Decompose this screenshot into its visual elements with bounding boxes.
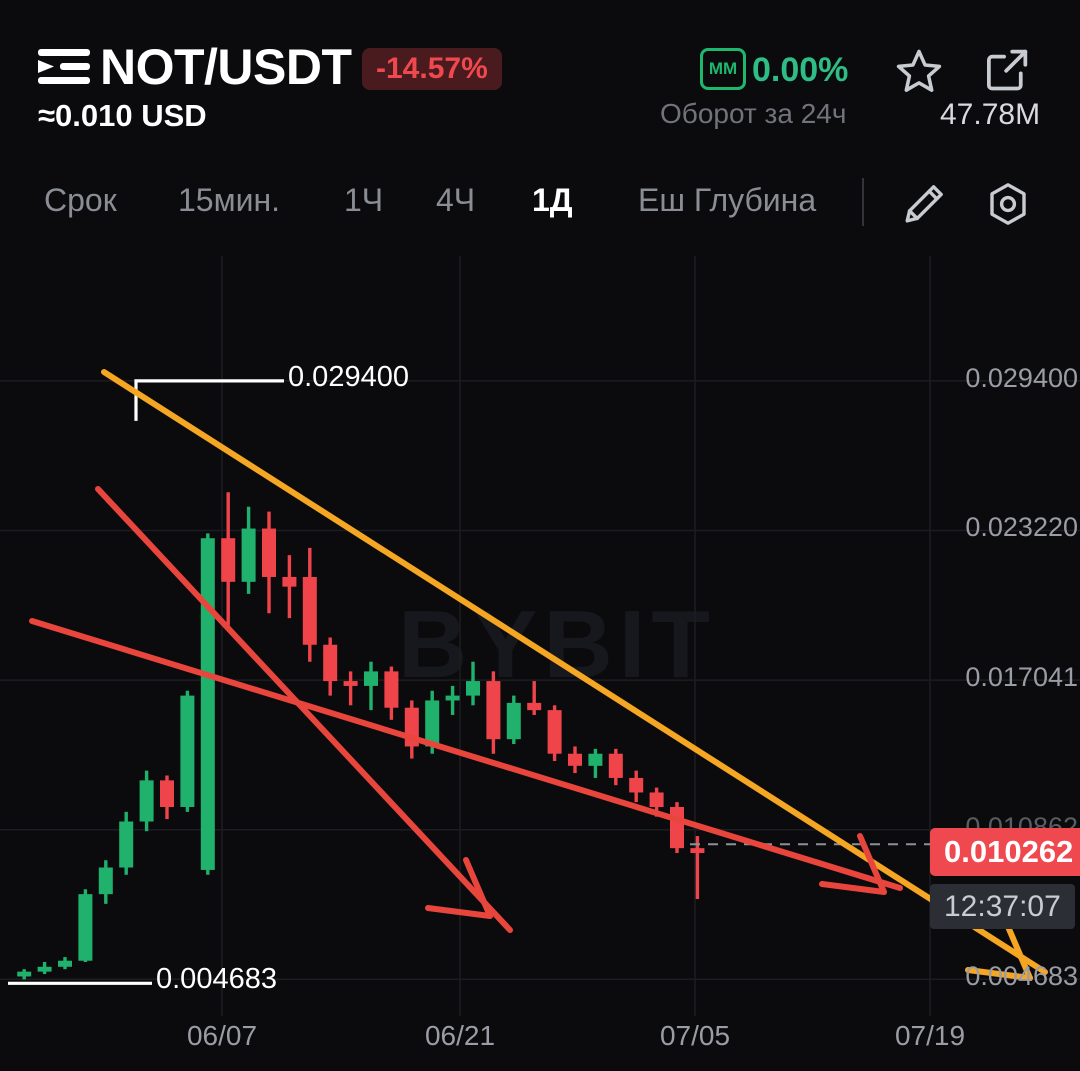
turnover-label: Оборот за 24ч	[660, 98, 847, 129]
header-row-secondary: ≈0.010 USD Оборот за 24ч 47.78M	[0, 96, 1080, 144]
star-icon[interactable]	[892, 46, 946, 96]
candlestick-canvas[interactable]	[0, 256, 1080, 1071]
candle-body	[364, 671, 378, 686]
candle-body	[568, 753, 582, 766]
candle-body	[98, 867, 113, 895]
candle-body	[690, 848, 705, 853]
candle-body	[323, 644, 338, 682]
period-low-label: 0.004683	[156, 963, 277, 996]
lower-support-red	[29, 618, 903, 891]
candle-body	[506, 702, 521, 740]
candle-body	[78, 894, 93, 961]
red-arrow-mid	[425, 857, 493, 919]
timeframe-3[interactable]: 4Ч	[436, 182, 476, 218]
market-maker-tag: MM	[700, 48, 746, 90]
timeframe-2[interactable]: 1Ч	[344, 182, 384, 218]
candle-body	[282, 576, 297, 587]
candle-body	[221, 538, 236, 582]
red-arrow-right	[819, 833, 887, 895]
candle-body	[58, 960, 72, 967]
price-tick-2: 0.017041	[965, 662, 1078, 693]
candle-body	[37, 966, 52, 972]
candle-body	[629, 777, 644, 793]
timeframe-active-4[interactable]: 1Д	[532, 182, 573, 218]
candle-body	[343, 681, 358, 686]
page-title[interactable]: NOT/USDT	[100, 39, 352, 95]
header-row-primary: NOT/USDT -14.57% MM 0.00%	[0, 18, 1080, 95]
usd-approx-value: ≈0.010 USD	[38, 98, 207, 133]
candle-countdown-badge: 12:37:07	[930, 884, 1075, 929]
pencil-icon[interactable]	[898, 180, 950, 228]
candle-body	[200, 538, 215, 870]
date-tick-0: 06/07	[186, 1020, 258, 1051]
period-high-label: 0.029400	[288, 360, 409, 393]
candle-body	[445, 695, 460, 701]
candle-body	[160, 780, 174, 807]
chart-header: NOT/USDT -14.57% MM 0.00% ≈0.010 USD Обо…	[0, 0, 1080, 150]
external-link-icon[interactable]	[982, 44, 1032, 96]
date-tick-3: 07/19	[894, 1020, 966, 1051]
candle-body	[139, 780, 154, 822]
market-maker-percent: 0.00%	[752, 51, 849, 89]
price-tick-1: 0.023220	[965, 512, 1078, 543]
price-tick-4: 0.004683	[965, 961, 1078, 992]
candle-body	[384, 671, 399, 708]
price-chart[interactable]: BYBIT 0.029400 0.023220 0.017041 0.010862 0.…	[0, 256, 1080, 1071]
candle-body	[486, 681, 501, 740]
timeframe-5[interactable]: Еш Глубина	[638, 182, 817, 218]
candle-body	[119, 821, 134, 868]
date-tick-2: 07/05	[659, 1020, 731, 1051]
candle-body	[670, 806, 684, 849]
candle-body	[649, 792, 664, 807]
candle-body	[302, 576, 317, 645]
candle-body	[17, 971, 32, 977]
candle-body	[547, 710, 562, 754]
candle-body	[262, 528, 276, 577]
high-marker-leader	[134, 379, 284, 421]
menu-back-icon[interactable]	[38, 47, 90, 87]
candle-body	[425, 700, 440, 747]
timeframe-0[interactable]: Срок	[44, 182, 117, 218]
toolbar-divider	[862, 178, 864, 226]
candle-body	[527, 702, 542, 711]
current-price-badge: 0.010262	[930, 828, 1080, 877]
candle-body	[466, 681, 480, 696]
hex-nut-icon[interactable]	[982, 180, 1034, 228]
candle-body	[180, 695, 195, 807]
turnover-value: 47.78M	[940, 98, 1041, 131]
candle-body	[241, 528, 256, 582]
date-tick-1: 06/21	[424, 1020, 496, 1051]
candle-body	[608, 753, 623, 778]
mid-descending-red	[95, 486, 513, 933]
timeframe-1[interactable]: 15мин.	[178, 182, 281, 218]
orange-arrow	[965, 919, 1033, 981]
price-change-badge: -14.57%	[362, 48, 502, 90]
upper-resistance-orange	[101, 369, 1048, 975]
timeframe-toolbar: Срок 15мин. 1Ч 4Ч 1Д Еш Глубина	[0, 168, 1080, 244]
candle-body	[588, 753, 603, 766]
price-tick-0: 0.029400	[965, 362, 1078, 393]
